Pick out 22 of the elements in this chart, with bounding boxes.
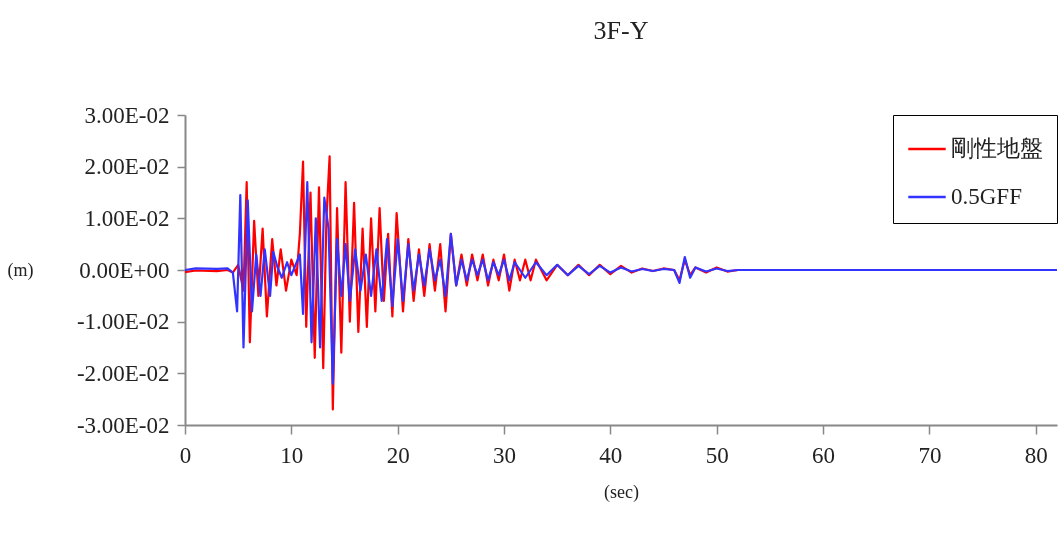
y-tick-label: 2.00E-02 [84,154,170,180]
x-tick-label: 30 [493,442,517,468]
y-tick-label: 3.00E-02 [84,102,170,128]
x-tick-label: 80 [1024,442,1048,468]
legend-label: 0.5GFF [951,184,1022,209]
x-tick-label: 50 [705,442,729,468]
y-tick-label: 1.00E-02 [84,205,170,231]
x-tick-label: 20 [386,442,410,468]
x-tick-label: 60 [812,442,836,468]
y-tick-label: -1.00E-02 [76,309,170,335]
y-tick-label: -2.00E-02 [76,360,170,386]
x-tick-label: 10 [280,442,304,468]
x-tick-label: 70 [918,442,942,468]
y-tick-label: 0.00E+00 [79,257,170,283]
y-axis-title: (m) [7,259,34,281]
y-tick-label: -3.00E-02 [76,412,170,438]
x-axis-title: (sec) [604,481,639,503]
chart-title: 3F-Y [593,16,649,45]
x-tick-label: 40 [599,442,623,468]
legend-label: 剛性地盤 [951,136,1043,161]
line-series [185,181,1057,385]
x-tick-label: 0 [179,442,192,468]
